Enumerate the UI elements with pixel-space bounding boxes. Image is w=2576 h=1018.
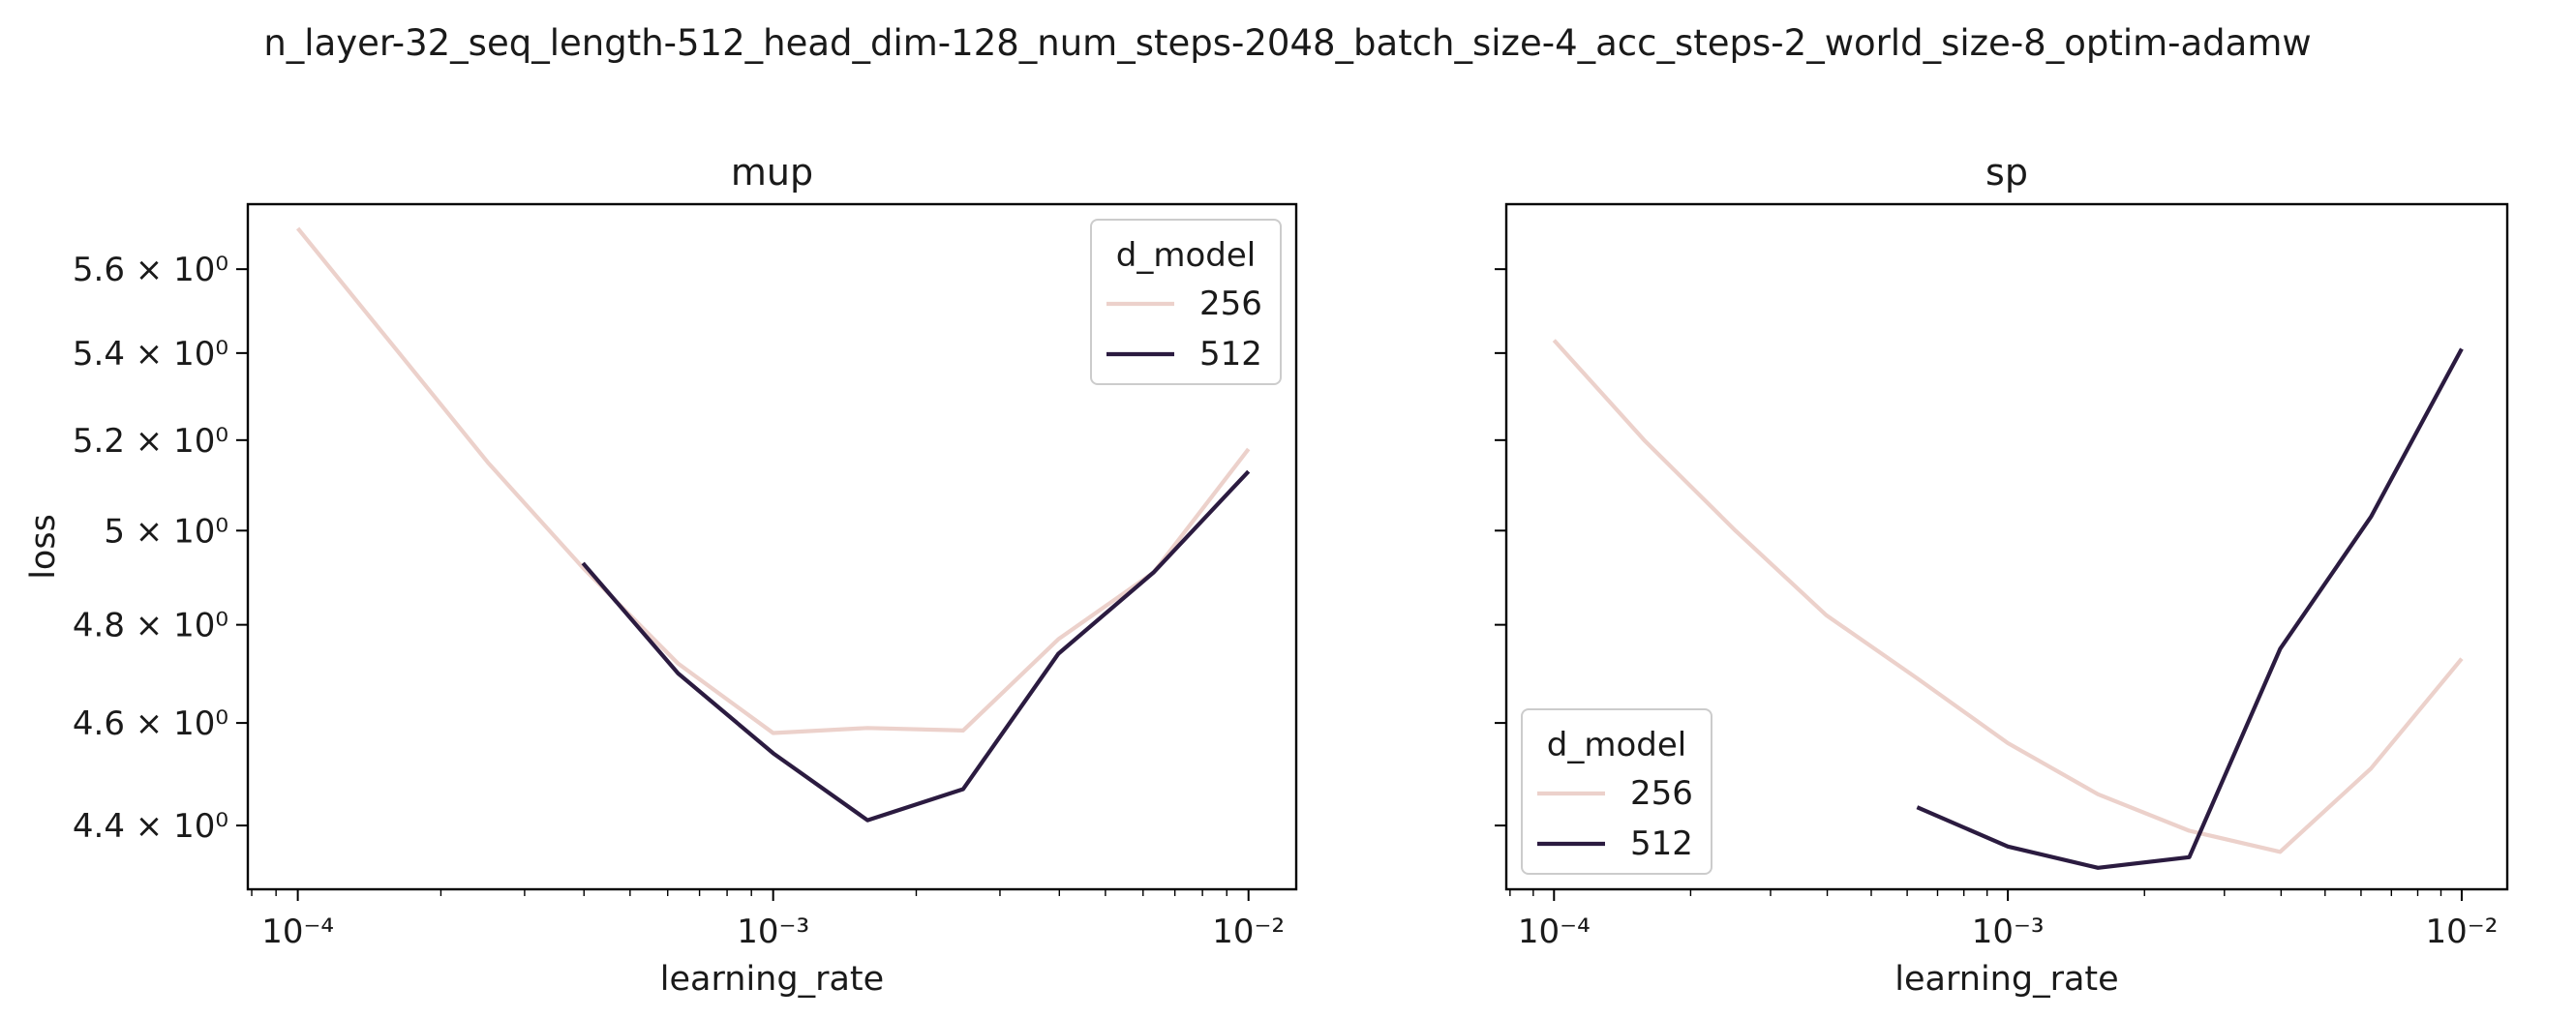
axes-frame bbox=[1504, 202, 2509, 891]
x-tick-label: 10⁻⁴ bbox=[1518, 913, 1591, 951]
series-group bbox=[1552, 339, 2464, 870]
legend-label: 512 bbox=[1199, 335, 1262, 374]
y-tick-label: 5.6 × 10⁰ bbox=[73, 251, 228, 289]
y-tick-label: 4.4 × 10⁰ bbox=[73, 807, 228, 846]
series-group bbox=[295, 226, 1251, 823]
x-tick-label: 10⁻⁴ bbox=[261, 913, 334, 951]
x-axis-label: learning_rate bbox=[660, 960, 884, 999]
x-tick-label: 10⁻³ bbox=[1972, 913, 2045, 951]
y-tick-label: 5.4 × 10⁰ bbox=[73, 335, 228, 374]
series-line-256 bbox=[295, 226, 1251, 735]
legend-box bbox=[1521, 708, 1712, 875]
legend-title: d_model bbox=[1547, 726, 1686, 764]
series-line-512 bbox=[581, 469, 1251, 823]
x-tick-label: 10⁻² bbox=[1212, 913, 1285, 951]
legend: d_model 256 512 bbox=[1521, 708, 1712, 875]
panel-title: mup bbox=[731, 151, 813, 194]
x-tick-label: 10⁻³ bbox=[737, 913, 809, 951]
mup-panel: mup 10⁻⁴ 10⁻³ 10⁻² 4.4 × 10⁰ 4.6 × 10⁰ 4.8 × 1… bbox=[24, 151, 1298, 999]
y-tick-label: 4.6 × 10⁰ bbox=[73, 704, 228, 743]
y-axis-label: loss bbox=[24, 514, 63, 580]
panel-title: sp bbox=[1985, 151, 2028, 194]
sp-panel: sp 10⁻⁴ 10⁻³ 10⁻² learning_rate d_model 256 512 bbox=[1495, 151, 2509, 999]
legend-box bbox=[1090, 219, 1282, 385]
y-tick-label: 4.8 × 10⁰ bbox=[73, 607, 228, 645]
legend-label: 256 bbox=[1199, 284, 1262, 323]
y-tick-label: 5 × 10⁰ bbox=[104, 512, 228, 551]
y-tick-label: 5.2 × 10⁰ bbox=[73, 422, 228, 461]
legend-label: 512 bbox=[1630, 824, 1693, 863]
axes-frame bbox=[246, 202, 1298, 891]
legend-title: d_model bbox=[1116, 236, 1256, 275]
series-line-256 bbox=[1552, 339, 2464, 854]
x-axis-label: learning_rate bbox=[1894, 960, 2118, 999]
legend: d_model 256 512 bbox=[1090, 219, 1282, 385]
legend-label: 256 bbox=[1630, 774, 1693, 813]
figure-suptitle: n_layer-32_seq_length-512_head_dim-128_n… bbox=[263, 22, 2311, 64]
x-tick-label: 10⁻² bbox=[2426, 913, 2499, 951]
series-line-512 bbox=[1916, 347, 2464, 870]
